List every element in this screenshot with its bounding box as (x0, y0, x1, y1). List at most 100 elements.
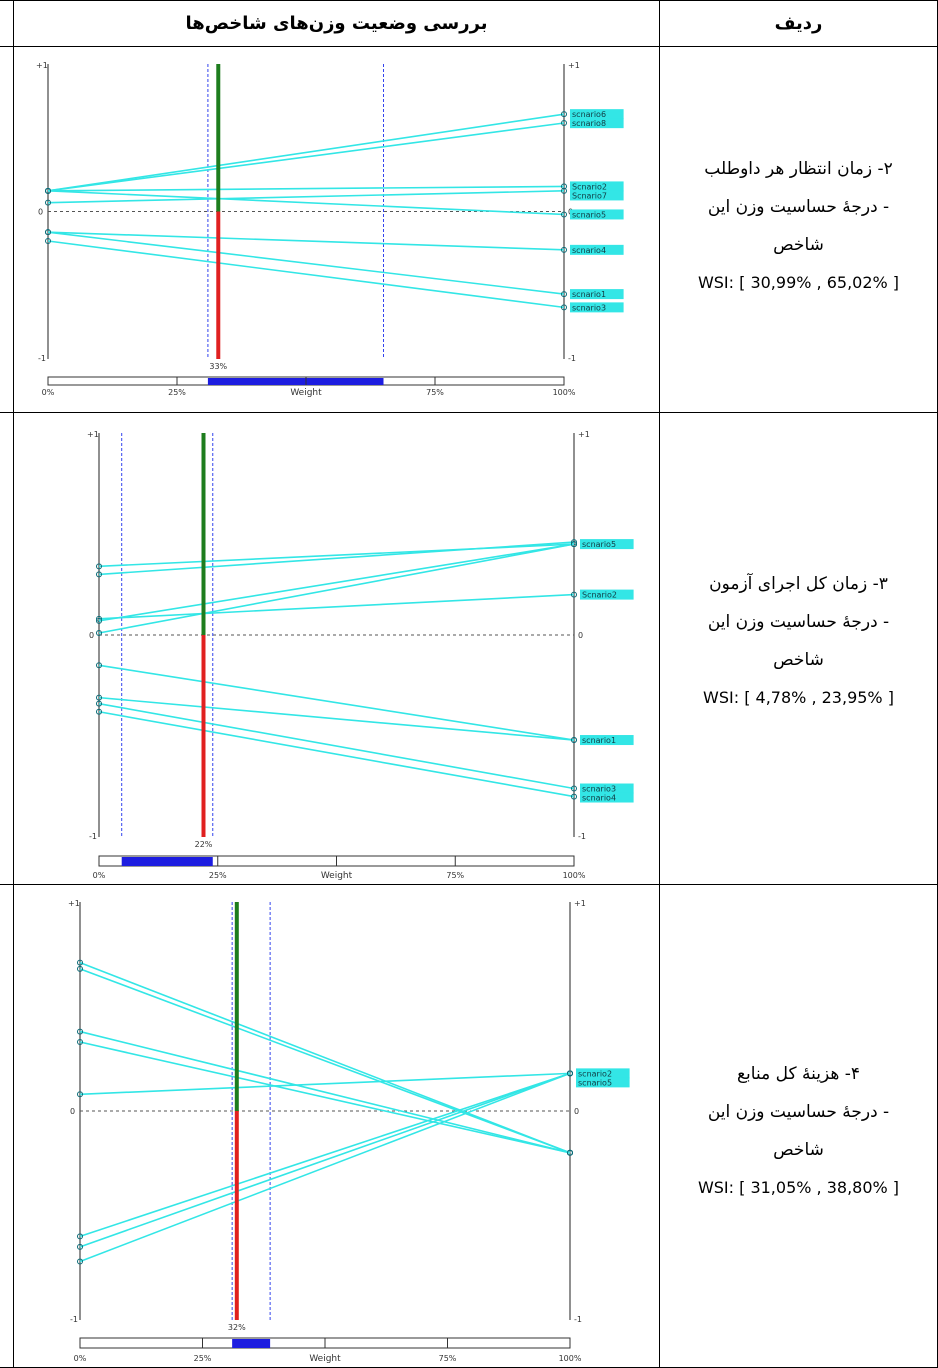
x-tick-label: 0% (93, 871, 106, 880)
series-point (561, 183, 567, 190)
x-tick-label: 75% (439, 1354, 457, 1363)
series-line (47, 240, 565, 309)
row-description: ۳- زمان کل اجرای آزمون - درجهٔ حساسیت وز… (659, 565, 938, 717)
row-title: ۴- هزینهٔ کل منابع (737, 1064, 860, 1084)
series-point (571, 541, 577, 548)
series-label-box (576, 1077, 630, 1088)
series-point (571, 793, 577, 800)
series-label: scnario3 (572, 303, 606, 312)
series-label-box (580, 735, 634, 746)
series-line (98, 702, 575, 790)
series-line (47, 113, 565, 192)
series-point (561, 120, 567, 126)
y-tick-label: 0 (38, 208, 43, 217)
wsi-value: WSI: [ 30,99% , 65,02% ] (697, 273, 900, 292)
row-description: ۲- زمان انتظار هر داوطلب - درجهٔ حساسیت … (659, 150, 938, 302)
series-point (561, 187, 567, 194)
series-label-box (570, 244, 624, 255)
series-label-box (570, 209, 624, 220)
x-axis-label: Weight (290, 388, 322, 398)
row-line3: شاخص (773, 650, 824, 670)
series-point (77, 1028, 83, 1035)
header-chart: بررسی وضعیت وزن‌های شاخص‌ها (185, 12, 488, 34)
series-line (79, 961, 571, 1154)
x-tick-label: 100% (563, 871, 586, 880)
series-label: scnario1 (572, 290, 606, 299)
series-line (98, 664, 575, 741)
y-tick-label: -1 (38, 354, 46, 363)
y-tick-label: -1 (70, 1315, 78, 1324)
table-border-top (0, 0, 938, 1)
y-tick-label: +1 (568, 61, 580, 70)
series-line (47, 231, 565, 295)
series-point (561, 111, 567, 118)
series-line (79, 1072, 571, 1263)
series-line (98, 696, 575, 741)
series-point (96, 563, 102, 570)
series-label-box (580, 783, 634, 794)
series-line (79, 968, 571, 1154)
current-weight-label: 32% (228, 1323, 246, 1332)
series-point (571, 591, 577, 598)
row-divider (0, 884, 938, 885)
series-point (77, 1243, 83, 1250)
y-tick-label: -1 (574, 1315, 582, 1324)
y-tick-label: 0 (574, 1107, 579, 1116)
series-label-box (570, 181, 624, 192)
series-line (79, 1072, 571, 1096)
series-line (47, 122, 565, 192)
series-point (96, 617, 102, 624)
series-label: scnario2 (578, 1069, 612, 1078)
header-row-number: ردیف (774, 12, 823, 34)
series-point (96, 708, 102, 715)
x-axis-label: Weight (321, 871, 353, 881)
x-tick-label: 0% (42, 388, 55, 397)
series-line (47, 190, 565, 216)
series-point (96, 571, 102, 578)
series-label: scnario4 (572, 246, 606, 255)
current-weight-label: 33% (209, 362, 227, 371)
series-point (77, 965, 83, 972)
row-title: ۳- زمان کل اجرای آزمون (709, 574, 888, 594)
series-point (561, 291, 567, 298)
series-point (96, 694, 102, 701)
y-tick-label: +1 (574, 899, 586, 908)
row-line2: - درجهٔ حساسیت وزن این (707, 197, 890, 217)
series-label: scnario3 (582, 785, 616, 794)
current-weight-label: 22% (195, 840, 213, 849)
series-point (561, 211, 567, 218)
row-line2: - درجهٔ حساسیت وزن این (707, 612, 890, 632)
row-title: ۲- زمان انتظار هر داوطلب (704, 159, 893, 179)
y-tick-label: 0 (578, 631, 583, 640)
weight-range-fill (121, 857, 213, 866)
series-label: Scnario2 (582, 591, 617, 600)
sensitivity-chart-1: +1+100-1-133%scnario6scnario8Scnario2Scn… (36, 61, 624, 398)
series-label: Scnario7 (572, 191, 607, 200)
series-point (567, 1149, 573, 1156)
series-label-box (580, 539, 634, 550)
series-point (77, 959, 83, 966)
y-tick-label: -1 (578, 832, 586, 841)
series-label: scnario6 (572, 110, 606, 119)
y-tick-label: +1 (68, 899, 80, 908)
wsi-value: WSI: [ 4,78% , 23,95% ] (703, 688, 894, 707)
weight-range-fill (232, 1339, 271, 1348)
series-point (571, 737, 577, 744)
series-label-box (580, 792, 634, 803)
row-description: ۴- هزینهٔ کل منابع - درجهٔ حساسیت وزن ای… (659, 1055, 938, 1207)
y-tick-label: +1 (578, 430, 590, 439)
series-label-box (570, 118, 624, 129)
series-point (77, 1233, 83, 1240)
row-divider (0, 412, 938, 413)
series-point (45, 229, 51, 236)
series-point (561, 246, 567, 253)
series-point (571, 785, 577, 792)
series-line (98, 541, 575, 576)
y-tick-label: +1 (36, 61, 48, 70)
table-border-left (13, 0, 14, 1368)
series-label-box (570, 302, 624, 313)
row-line3: شاخص (773, 1140, 824, 1160)
series-label: scnario8 (572, 119, 606, 128)
series-label: scnario5 (572, 210, 606, 219)
